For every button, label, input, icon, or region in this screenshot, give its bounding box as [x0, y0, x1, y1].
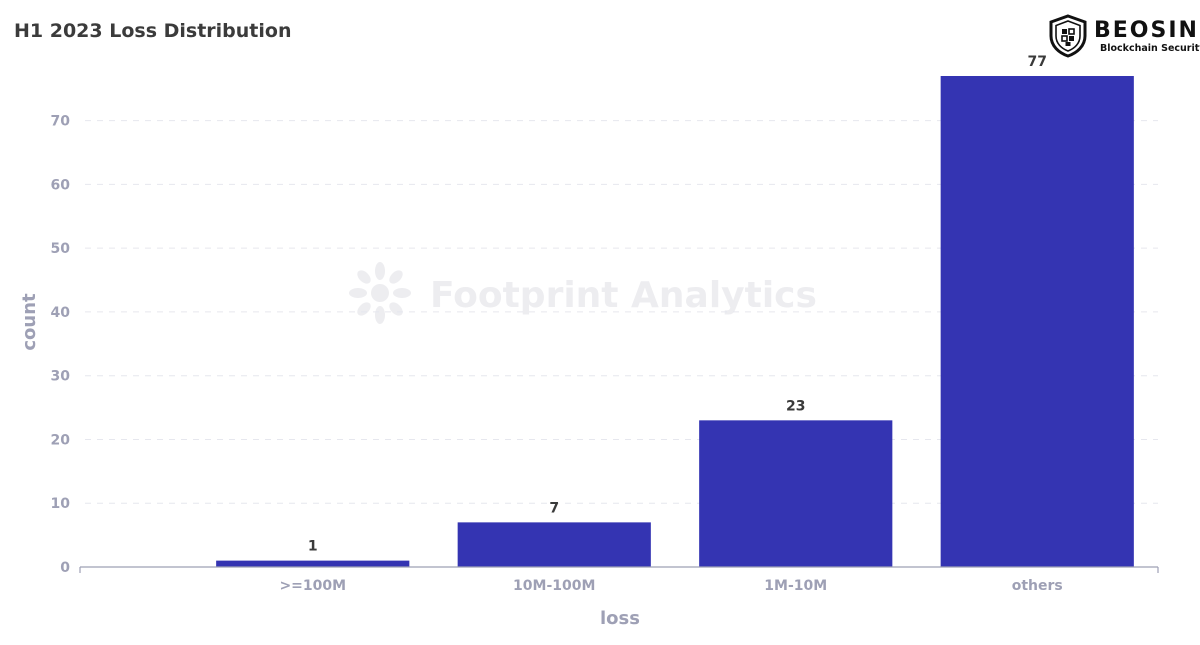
watermark-text: Footprint Analytics — [430, 275, 817, 316]
y-tick-label: 40 — [51, 305, 71, 321]
brand-tagline: Blockchain Security — [1100, 43, 1200, 54]
watermark: Footprint Analytics — [349, 262, 817, 324]
y-tick-label: 30 — [51, 369, 71, 385]
bar-3[interactable] — [940, 76, 1134, 567]
y-axis-title: count — [19, 293, 40, 351]
y-tick-label: 10 — [51, 496, 71, 512]
bar-2[interactable] — [699, 420, 893, 567]
footprint-logo-icon — [349, 262, 411, 324]
y-tick-label: 0 — [60, 560, 70, 576]
y-tick-label: 70 — [51, 114, 71, 130]
chart-title: H1 2023 Loss Distribution — [14, 20, 292, 42]
y-tick-label: 20 — [51, 432, 71, 448]
brand-name: BEOSIN — [1094, 18, 1199, 43]
brand-logo: BEOSIN Blockchain Security — [1048, 14, 1200, 60]
bar-0[interactable] — [216, 560, 410, 567]
beosin-shield-icon — [1049, 14, 1087, 58]
x-tick-label: 10M-100M — [513, 578, 595, 594]
x-tick-label: others — [1012, 578, 1063, 594]
data-label: 7 — [549, 500, 559, 516]
data-label: 1 — [308, 539, 318, 555]
data-label: 77 — [1028, 54, 1047, 70]
x-axis-title: loss — [600, 608, 640, 629]
bar-1[interactable] — [457, 522, 651, 567]
y-tick-label: 50 — [51, 241, 71, 257]
x-tick-label: >=100M — [279, 578, 346, 594]
y-tick-label: 60 — [51, 177, 71, 193]
x-tick-label: 1M-10M — [764, 578, 827, 594]
data-label: 23 — [786, 398, 805, 414]
